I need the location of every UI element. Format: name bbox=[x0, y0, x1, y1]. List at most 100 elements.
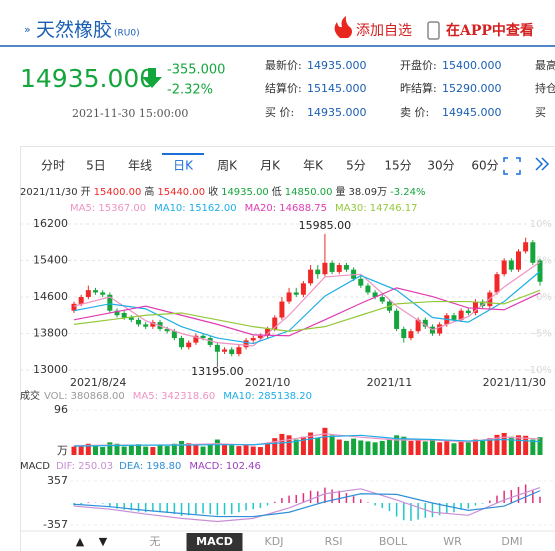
candle-body bbox=[179, 338, 185, 348]
add-watch-link[interactable]: 添加自选 bbox=[356, 23, 412, 39]
pct-label: 10% bbox=[530, 219, 552, 230]
volume-bar bbox=[501, 432, 507, 455]
candle-body bbox=[530, 242, 536, 263]
volume-bar bbox=[200, 446, 206, 455]
open-app-link[interactable]: 在APP中查看 bbox=[446, 22, 534, 39]
candle-body bbox=[171, 331, 177, 339]
phone-icon[interactable] bbox=[427, 21, 440, 40]
ma-legend-item: MA30: 14746.17 bbox=[335, 203, 417, 214]
volume-panel: 96 万 bbox=[54, 403, 555, 457]
candle-body bbox=[121, 312, 127, 318]
volume-bar bbox=[415, 439, 421, 455]
indicator-tab[interactable]: KDJ bbox=[265, 535, 284, 548]
volume-bar bbox=[343, 440, 349, 455]
volume-legend: 成交 VOL: 380868.00 MA5: 342318.60 MA10: 2851… bbox=[20, 389, 312, 402]
period-tab[interactable]: 5分 bbox=[346, 159, 366, 173]
candle-body bbox=[494, 274, 500, 293]
volume-bar bbox=[451, 443, 457, 455]
volume-bar bbox=[250, 446, 256, 455]
volume-bar bbox=[171, 443, 177, 455]
indicator-tab[interactable]: DMI bbox=[501, 535, 522, 548]
period-tab[interactable]: 分时 bbox=[41, 159, 65, 173]
volume-bar bbox=[322, 427, 328, 455]
info-item: 38.09万 bbox=[349, 187, 388, 198]
period-tab[interactable]: 年K bbox=[303, 159, 324, 173]
indicator-tab[interactable]: MACD bbox=[196, 535, 233, 548]
volume-bar bbox=[121, 446, 127, 455]
candle-body bbox=[394, 310, 400, 329]
volume-bar bbox=[336, 439, 342, 455]
period-tab[interactable]: 年线 bbox=[128, 159, 152, 173]
candle-body bbox=[472, 301, 478, 313]
period-tab[interactable]: 日K bbox=[173, 159, 194, 173]
candle-body bbox=[222, 349, 228, 352]
candle-body bbox=[451, 315, 457, 320]
info-item: 收 bbox=[208, 185, 218, 198]
candle-info: 2021/11/30 开 15400.00 高 15440.00 收 14935.00 低 14… bbox=[20, 185, 426, 198]
macd-line bbox=[73, 487, 541, 523]
period-tab[interactable]: 15分 bbox=[384, 159, 411, 173]
volume-bar bbox=[85, 443, 91, 455]
candle-body bbox=[379, 297, 385, 302]
info-item: 15400.00 bbox=[94, 187, 142, 198]
indicator-tab[interactable]: RSI bbox=[325, 535, 343, 548]
indicator-tab[interactable]: BOLL bbox=[379, 535, 408, 548]
candle-body bbox=[372, 292, 378, 297]
period-tabs: 分时 5日 年线 日K 周K 月K 年K 5分 15分 30分 60分 bbox=[41, 153, 499, 173]
y-tick-label: 96 bbox=[54, 403, 68, 416]
indicator-tabs: ▲ ▼ 无 MACD KDJ RSI BOLL WR DMI bbox=[76, 533, 523, 551]
volume-bar bbox=[207, 444, 213, 455]
volume-bar bbox=[465, 442, 471, 455]
field-label: 昨结算: bbox=[400, 81, 437, 95]
period-tab[interactable]: 月K bbox=[260, 159, 281, 173]
volume-bar bbox=[494, 434, 500, 455]
volume-bar bbox=[107, 442, 113, 455]
next-icon[interactable] bbox=[535, 157, 550, 171]
period-tab[interactable]: 60分 bbox=[471, 159, 498, 173]
volume-bar bbox=[351, 438, 357, 455]
volume-bar bbox=[150, 447, 156, 455]
candle-body bbox=[243, 340, 249, 348]
candle-body bbox=[164, 328, 170, 332]
fullscreen-icon[interactable] bbox=[503, 157, 521, 175]
candle-body bbox=[322, 262, 328, 275]
volume-bar bbox=[71, 446, 77, 455]
candle-body bbox=[358, 278, 364, 286]
volume-bar bbox=[365, 441, 371, 455]
candle-body bbox=[465, 310, 471, 313]
fire-icon[interactable] bbox=[334, 16, 352, 38]
volume-bar bbox=[193, 445, 199, 455]
period-tab[interactable]: 5日 bbox=[86, 159, 106, 173]
indicator-arrow[interactable]: ▲ bbox=[76, 535, 85, 548]
candle-body bbox=[415, 319, 421, 332]
indicator-arrow[interactable]: ▼ bbox=[99, 535, 108, 548]
candle-body bbox=[300, 283, 306, 295]
ma-line bbox=[73, 289, 541, 332]
volume-bar bbox=[186, 443, 192, 455]
volume-bar bbox=[480, 440, 486, 455]
field-label: 开盘价: bbox=[400, 58, 437, 72]
pct-label: -5% bbox=[533, 329, 552, 340]
volume-bar bbox=[458, 441, 464, 455]
indicator-tab[interactable]: 无 bbox=[150, 535, 161, 548]
indicator-tab[interactable]: WR bbox=[443, 535, 462, 548]
chart-frame bbox=[20, 146, 555, 551]
candle-body bbox=[193, 335, 199, 343]
candle-body bbox=[401, 328, 407, 339]
candle-body bbox=[508, 260, 514, 270]
price-panel: 16200 10%15400 5%14600 0%13800 -5%13000 -10%2… bbox=[20, 217, 555, 389]
period-tab[interactable]: 周K bbox=[217, 159, 238, 173]
candle-body bbox=[422, 319, 428, 327]
field-label: 持仓 bbox=[535, 81, 555, 95]
volume-bar bbox=[429, 440, 435, 455]
volume-bar bbox=[236, 446, 242, 455]
symbol-code: (RU0) bbox=[114, 29, 140, 39]
y-tick-label: 13000 bbox=[33, 363, 68, 376]
field-value: 14935.000 bbox=[307, 106, 367, 119]
candle-body bbox=[71, 303, 77, 311]
macd-panel: 357 -357 bbox=[43, 474, 555, 531]
volume-bar bbox=[257, 447, 263, 455]
volume-bar bbox=[408, 440, 414, 455]
period-tab[interactable]: 30分 bbox=[427, 159, 454, 173]
candle-body bbox=[265, 328, 271, 336]
